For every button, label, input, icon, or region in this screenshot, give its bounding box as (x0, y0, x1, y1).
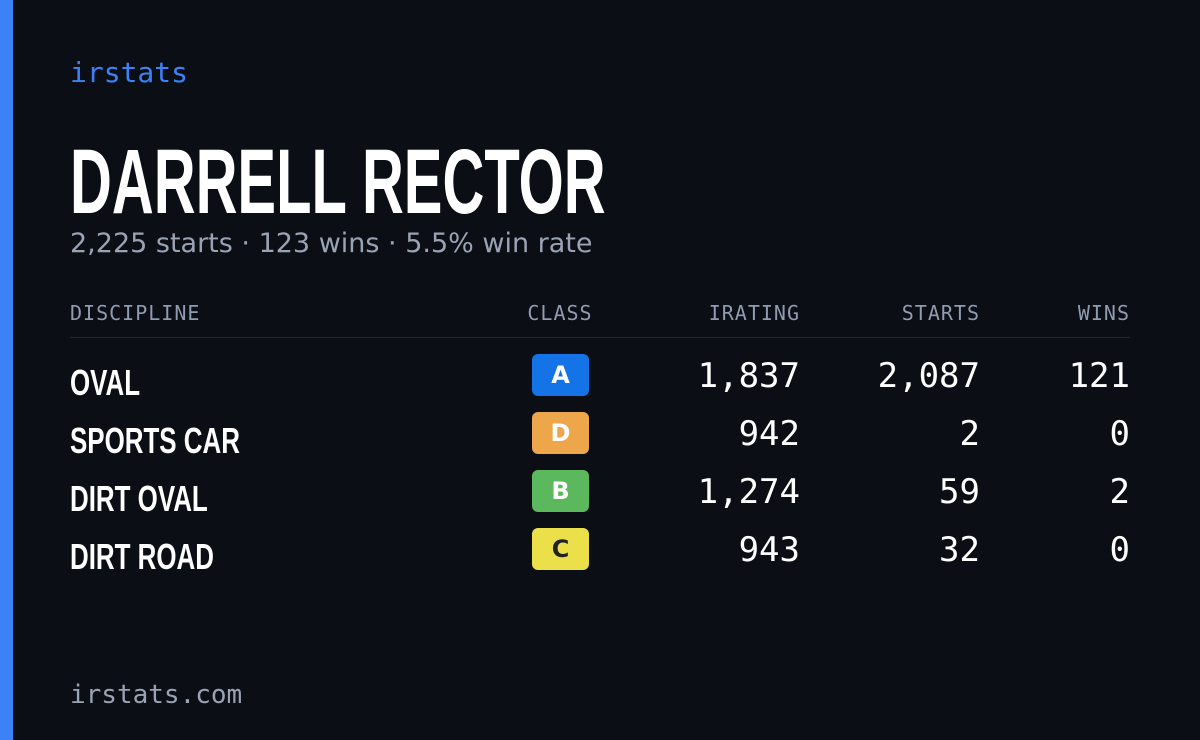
starts: 2 (959, 414, 980, 454)
irating: 1,274 (697, 472, 800, 512)
discipline: SPORTS CAR (70, 420, 240, 461)
column-header: IRATING (708, 301, 800, 325)
class-badge: C (532, 528, 589, 570)
discipline: OVAL (70, 362, 141, 403)
starts: 59 (939, 472, 980, 512)
column-header: CLASS (527, 301, 593, 325)
irating: 942 (738, 414, 800, 454)
starts: 32 (939, 530, 980, 570)
starts: 2,087 (877, 356, 980, 396)
player-summary: 2,225 starts · 123 wins · 5.5% win rate (70, 228, 593, 259)
discipline: DIRT ROAD (70, 536, 214, 577)
brand: irstats (70, 56, 189, 89)
irating: 943 (738, 530, 800, 570)
wins: 0 (1109, 414, 1130, 454)
wins: 0 (1109, 530, 1130, 570)
column-header: WINS (1077, 301, 1130, 325)
irating: 1,837 (697, 356, 800, 396)
discipline: DIRT OVAL (70, 478, 208, 519)
class-badge: B (532, 470, 589, 512)
class-badge: D (532, 412, 589, 454)
wins: 121 (1068, 356, 1130, 396)
column-header: STARTS (901, 301, 980, 325)
divider (70, 337, 1130, 338)
class-badge: A (532, 354, 589, 396)
footer: irstats.com (70, 680, 243, 710)
player-name: DARRELL RECTOR (70, 131, 606, 233)
wins: 2 (1109, 472, 1130, 512)
accent-bar (0, 0, 13, 740)
column-header: DISCIPLINE (70, 301, 201, 325)
